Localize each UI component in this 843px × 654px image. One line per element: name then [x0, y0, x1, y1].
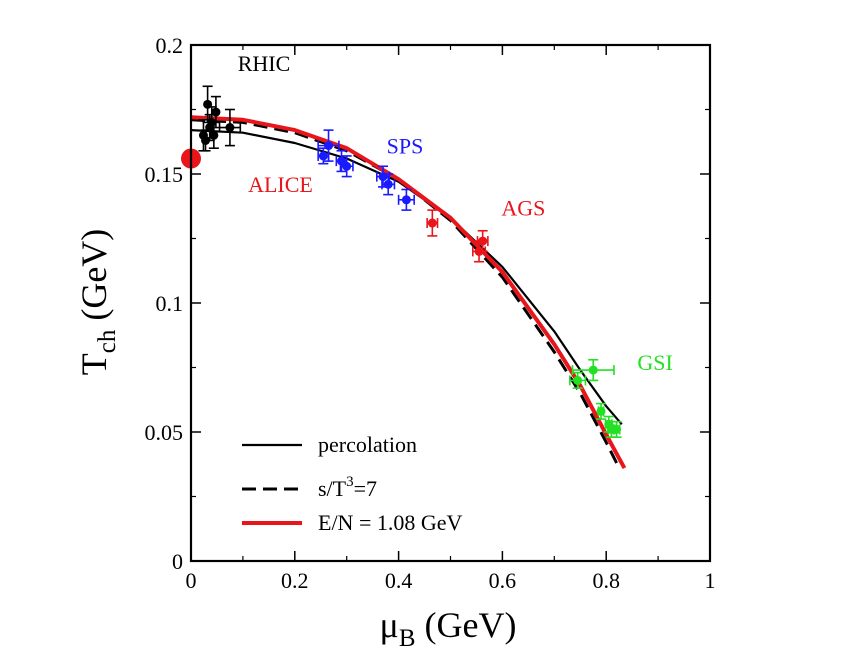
sps-point: [342, 161, 352, 171]
sps-label: SPS: [387, 133, 424, 158]
model-curves: [190, 115, 627, 470]
legend-label-2: E/N = 1.08 GeV: [318, 510, 462, 535]
y-tick-label: 0.1: [156, 291, 184, 316]
rhic-point: [211, 107, 221, 117]
plot-frame: [189, 43, 712, 563]
legend: percolation s/T3=7 E/N = 1.08 GeV: [242, 432, 462, 535]
sps-point: [383, 179, 393, 189]
rhic-label: RHIC: [238, 51, 291, 76]
y-tick-label: 0: [172, 549, 183, 574]
rhic-point: [225, 123, 235, 133]
y-tick-label: 0.2: [156, 33, 184, 58]
sps-point: [401, 195, 411, 205]
y-tick-label: 0.05: [145, 420, 184, 445]
y-tick-label: 0.15: [145, 162, 184, 187]
sps-point: [318, 151, 328, 161]
gsi-point: [596, 406, 606, 416]
y-axis-label: Tch (GeV): [74, 229, 121, 376]
data-points: [181, 85, 622, 438]
gsi-label: GSI: [637, 350, 672, 375]
ags-label: AGS: [501, 195, 545, 220]
x-tick-label: 0.6: [489, 568, 517, 593]
gsi-point: [612, 424, 622, 434]
group-labels: RHIC SPS AGS GSI ALICE: [238, 51, 673, 375]
x-tick-label: 0: [186, 568, 197, 593]
x-axis-label: μB (GeV): [380, 605, 517, 652]
x-tick-label: 0.8: [592, 568, 620, 593]
gsi-point: [573, 375, 583, 385]
alice-label: ALICE: [248, 172, 313, 197]
x-tick-label: 0.4: [385, 568, 413, 593]
x-tick-label: 0.2: [281, 568, 309, 593]
x-tick-label: 1: [705, 568, 716, 593]
sps-point: [324, 141, 334, 151]
gsi-point: [588, 365, 598, 375]
curve-2: [190, 115, 627, 470]
rhic-point: [209, 130, 219, 140]
axis-ticks: 0 0.2 0.4 0.6 0.8 1 0 0.05 0.1 0.15 0.2: [145, 33, 716, 593]
legend-label-0: percolation: [318, 432, 417, 457]
ags-point: [427, 218, 437, 228]
legend-label-1: s/T3=7: [318, 474, 377, 501]
ags-point: [478, 236, 488, 246]
